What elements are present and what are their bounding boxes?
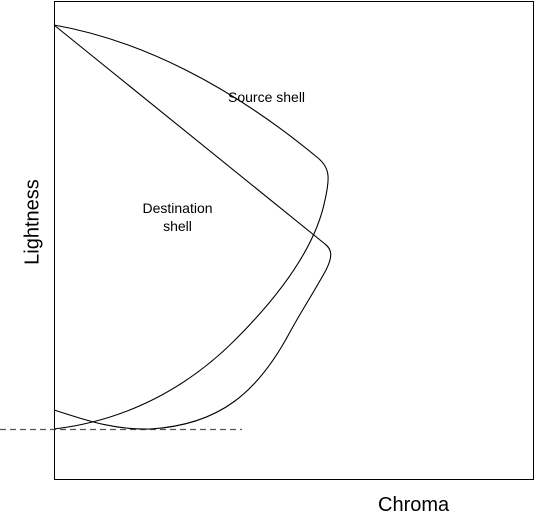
destination-shell-label: Destination shell (125, 199, 230, 235)
destination-shell-curve (53, 24, 332, 430)
source-shell-curve (53, 24, 329, 430)
destination-shell-label-line1: Destination (142, 200, 213, 216)
source-shell-label: Source shell (228, 89, 306, 105)
x-axis-label: Chroma (378, 494, 450, 516)
y-axis-label: Lightness (21, 179, 44, 265)
destination-shell-label-line2: shell (163, 218, 192, 234)
plot-frame (54, 1, 534, 480)
